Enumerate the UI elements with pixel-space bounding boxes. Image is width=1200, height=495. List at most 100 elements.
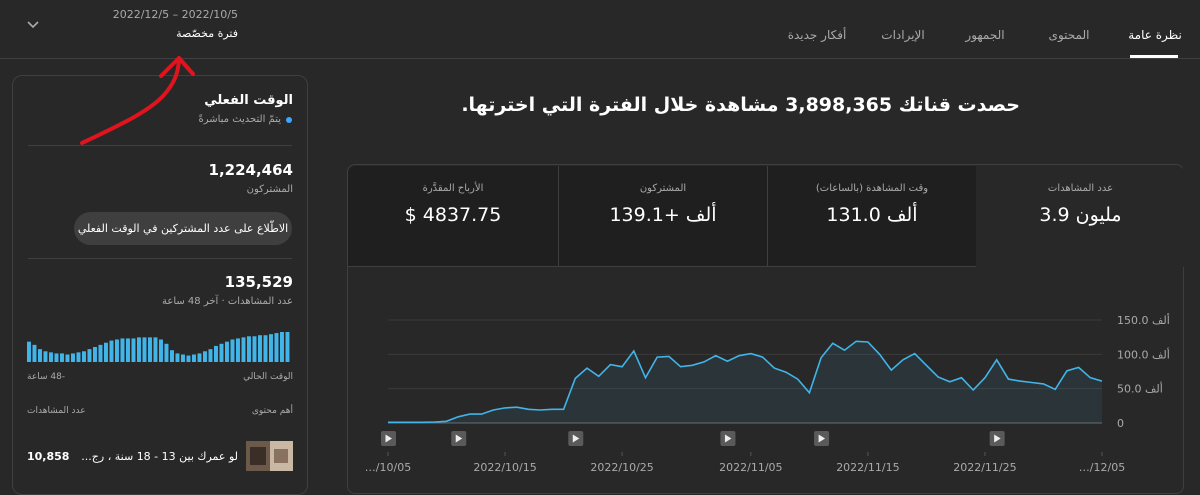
y-tick-label: 50.0 ألف <box>1117 382 1163 396</box>
bar <box>214 345 218 362</box>
bar <box>49 352 53 362</box>
metric-label: الأرباح المقدَّرة <box>422 183 484 194</box>
bar <box>186 355 191 362</box>
bar <box>82 351 86 362</box>
bar <box>274 333 279 362</box>
bar <box>54 353 59 362</box>
tab[interactable]: الجمهور <box>965 28 1005 42</box>
bar <box>208 349 213 362</box>
date-range-label[interactable]: فترة مخصّصة <box>176 27 238 40</box>
cards-divider <box>348 266 976 267</box>
subscriber-label: المشتركون <box>246 184 293 195</box>
x-tick-label: 2022/11/05 <box>719 461 782 474</box>
video-marker[interactable] <box>451 431 467 446</box>
bar <box>164 343 169 362</box>
top-content-label: أهم محتوى <box>251 406 293 416</box>
bar <box>76 352 81 362</box>
video-marker[interactable] <box>814 431 830 446</box>
realtime-subscribers-button[interactable]: الاطّلاع على عدد المشتركين في الوقت الفع… <box>74 212 292 245</box>
live-dot <box>286 117 292 123</box>
headline: حصدت قناتك 3,898,365 مشاهدة خلال الفترة … <box>461 94 1020 116</box>
bar <box>120 338 125 362</box>
chevron-icon[interactable] <box>27 21 39 29</box>
metric-card[interactable]: المشتركون 139.1+ ألف <box>558 166 767 267</box>
bar <box>27 341 31 362</box>
bar <box>219 343 224 362</box>
x-tick-label: 2022/10/15 <box>473 461 536 474</box>
metric-card[interactable]: الأرباح المقدَّرة $ 4837.75 <box>348 166 558 267</box>
x-tick-label: 2022/10/25 <box>590 461 653 474</box>
bar <box>181 354 185 362</box>
tab[interactable]: الإيرادات <box>881 28 925 42</box>
subscriber-count: 1,224,464 <box>208 161 293 179</box>
y-tick-label: 150.0 ألف <box>1117 313 1170 327</box>
top-views-label: عدد المشاهدات <box>27 406 86 416</box>
bar <box>115 339 119 362</box>
page: { "tabs": ["نظرة عامة", "المحتوى", "الجم… <box>0 8 1200 495</box>
metric-label: وقت المشاهدة (بالساعات) <box>815 183 929 194</box>
active-tab-indicator <box>1130 55 1178 58</box>
bar <box>104 342 108 362</box>
x-end-label: الوقت الحالي <box>243 372 293 382</box>
bar <box>142 337 147 362</box>
metric-value: 3.9 مليون <box>1039 204 1122 226</box>
tab[interactable]: المحتوى <box>1048 28 1090 42</box>
bar <box>65 354 70 362</box>
metric-card[interactable]: وقت المشاهدة (بالساعات) 131.0 ألف <box>767 166 976 267</box>
x-tick-label: 2022/11/15 <box>836 461 899 474</box>
bar <box>148 337 152 362</box>
bar <box>175 353 180 362</box>
bar <box>236 338 240 362</box>
bar <box>98 344 103 362</box>
video-marker[interactable] <box>720 431 736 446</box>
metric-value: $ 4837.75 <box>404 204 502 226</box>
bar <box>252 336 257 362</box>
area <box>388 341 1102 423</box>
y-tick-label: 0 <box>1117 417 1124 430</box>
bar <box>247 336 251 362</box>
bar <box>71 353 75 362</box>
bar <box>170 350 174 362</box>
bar <box>263 335 268 362</box>
bar <box>153 337 158 362</box>
divider <box>28 258 292 259</box>
realtime-title: الوقت الفعلي <box>204 93 293 108</box>
tab[interactable]: نظرة عامة <box>1128 28 1182 42</box>
x-tick-label: …/10/05 <box>365 461 411 474</box>
bar <box>285 332 290 362</box>
views-count: 135,529 <box>224 273 293 291</box>
tab[interactable]: أفكار جديدة <box>787 28 847 42</box>
bar <box>258 335 262 362</box>
y-tick-label: 100.0 ألف <box>1117 347 1170 361</box>
bar <box>60 353 64 362</box>
bar <box>87 349 92 362</box>
metric-label: عدد المشاهدات <box>1047 183 1114 194</box>
bar <box>269 334 273 362</box>
bar <box>197 353 202 362</box>
x-tick-label: …/12/05 <box>1079 461 1125 474</box>
bar <box>159 339 163 362</box>
metric-card[interactable]: عدد المشاهدات 3.9 مليون <box>976 166 1185 267</box>
top-item-title[interactable]: لو عمرك بين 13 - 18 سنة ، رج... <box>81 450 238 463</box>
divider <box>28 145 292 146</box>
x-start-label: -48 ساعة <box>27 372 66 382</box>
top-bar-graphics <box>0 21 1200 59</box>
video-marker[interactable] <box>989 431 1005 446</box>
bar <box>32 344 37 362</box>
video-marker[interactable] <box>381 431 396 446</box>
bar <box>280 332 284 362</box>
date-range[interactable]: 2022/12/5 – 2022/10/5 <box>112 8 238 21</box>
bar <box>38 349 42 362</box>
bar <box>192 354 196 362</box>
realtime-bar-chart <box>27 332 290 362</box>
video-marker[interactable] <box>568 431 584 446</box>
metric-label: المشتركون <box>639 183 687 194</box>
bar <box>225 341 229 362</box>
views-label: عدد المشاهدات · آخر 48 ساعة <box>161 296 293 307</box>
bar <box>203 351 207 362</box>
video-thumbnail[interactable] <box>246 441 293 471</box>
metric-value: 139.1+ ألف <box>609 204 717 226</box>
top-item-views: 10,858 <box>27 450 70 463</box>
bar <box>43 351 48 362</box>
bar <box>137 337 141 362</box>
